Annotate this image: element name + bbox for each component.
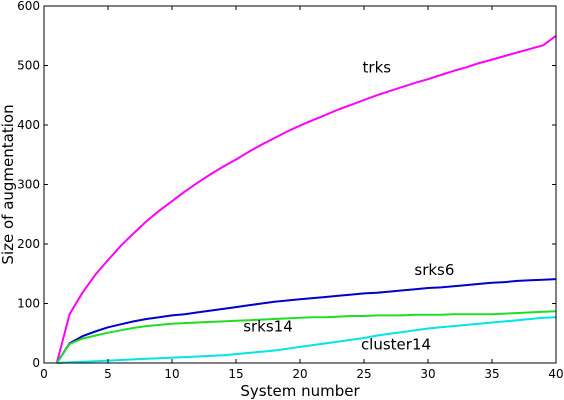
series-line-trks bbox=[55, 34, 557, 364]
x-tick-label: 20 bbox=[292, 367, 307, 381]
x-tick-label: 5 bbox=[104, 367, 112, 381]
x-tick-label: 15 bbox=[228, 367, 243, 381]
series-label-trks: trks bbox=[363, 59, 392, 77]
series-line-srks6 bbox=[55, 278, 557, 364]
y-tick-label: 300 bbox=[17, 178, 40, 192]
x-axis-label: System number bbox=[240, 382, 360, 400]
y-tick-label: 200 bbox=[17, 237, 40, 251]
y-axis-label: Size of augmentation bbox=[0, 104, 17, 264]
x-tick-label: 25 bbox=[356, 367, 371, 381]
y-axis-ticks: 0 100 200 300 400 500 600 bbox=[17, 0, 556, 370]
plot-frame bbox=[43, 5, 557, 364]
plot-lines bbox=[55, 34, 557, 364]
y-tick-label: 500 bbox=[17, 59, 40, 73]
x-tick-label: 0 bbox=[40, 367, 48, 381]
series-line-srks14 bbox=[55, 310, 557, 364]
series-label-cluster14: cluster14 bbox=[361, 335, 431, 353]
series-labels: trks srks6 srks14 cluster14 bbox=[243, 59, 454, 354]
y-tick-label: 600 bbox=[17, 0, 40, 13]
x-tick-label: 35 bbox=[484, 367, 499, 381]
x-axis-ticks: 0 5 10 15 20 25 30 35 40 bbox=[40, 6, 564, 381]
series-label-srks6: srks6 bbox=[414, 261, 454, 279]
y-tick-label: 100 bbox=[17, 297, 40, 311]
y-tick-label: 400 bbox=[17, 118, 40, 132]
x-tick-label: 10 bbox=[164, 367, 179, 381]
x-tick-label: 30 bbox=[420, 367, 435, 381]
y-tick-label: 0 bbox=[32, 356, 40, 370]
series-line-cluster14 bbox=[56, 316, 557, 364]
series-label-srks14: srks14 bbox=[243, 317, 293, 335]
x-tick-label: 40 bbox=[548, 367, 563, 381]
